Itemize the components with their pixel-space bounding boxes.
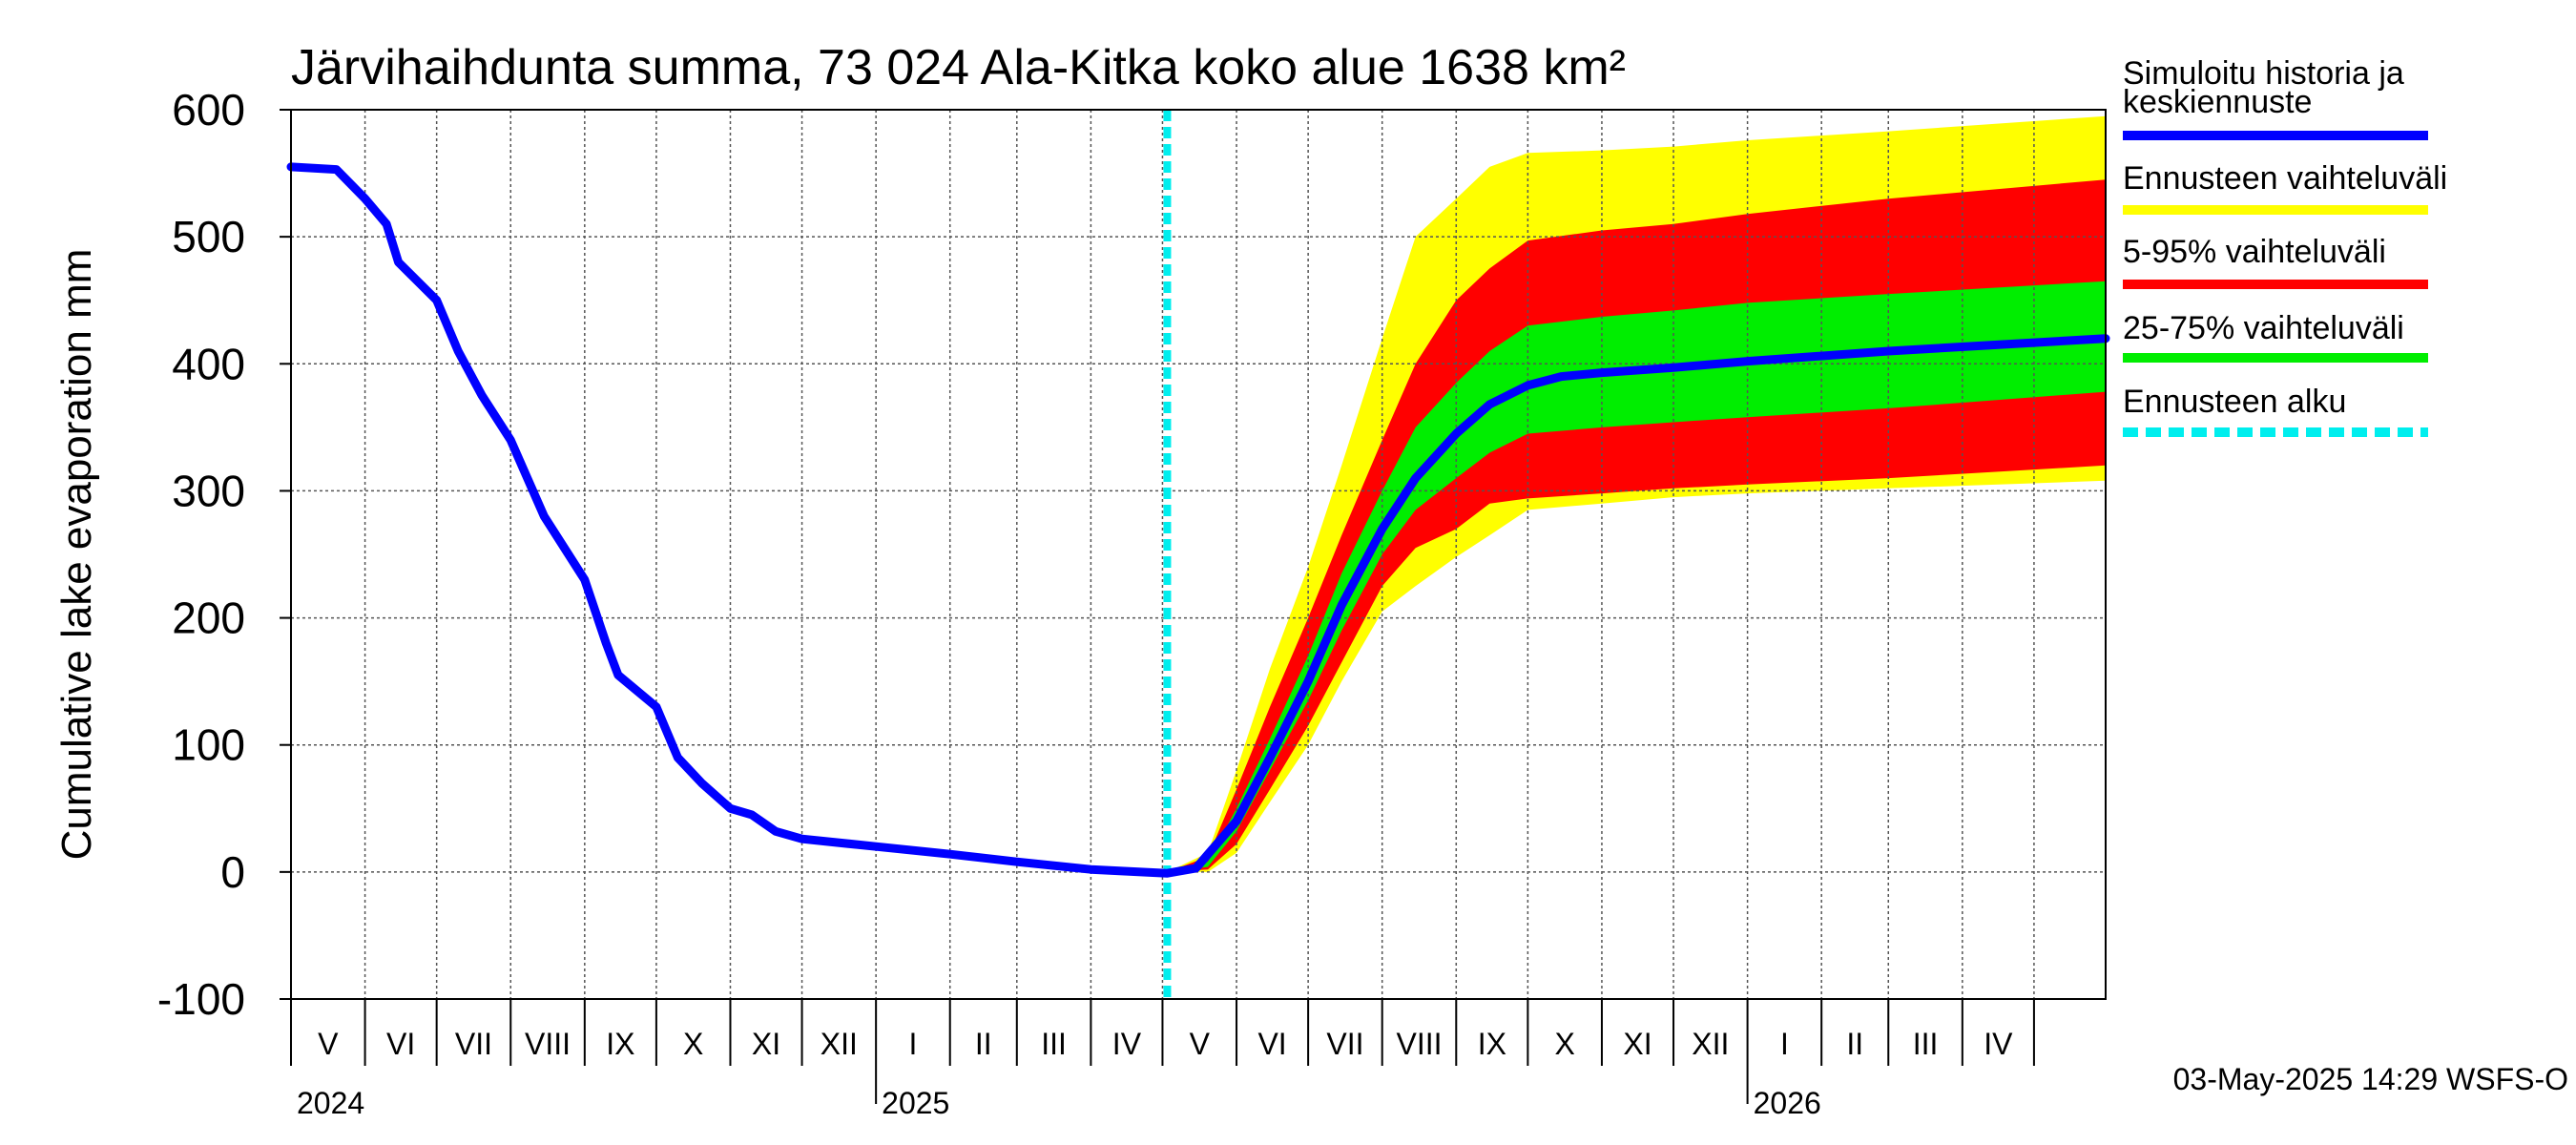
- y-tick-label: 200: [172, 593, 245, 643]
- y-tick-label: 0: [220, 847, 245, 897]
- x-month-label: I: [1780, 1027, 1789, 1061]
- x-year-label: 2024: [297, 1086, 364, 1120]
- x-month-label: X: [683, 1027, 703, 1061]
- y-tick-label: 100: [172, 720, 245, 770]
- axes: [280, 109, 2107, 1104]
- y-axis-label: Cumulative lake evaporation mm: [53, 249, 100, 861]
- x-month-label: XII: [1692, 1027, 1729, 1061]
- legend-label: 25-75% vaihteluväli: [2123, 310, 2404, 346]
- y-tick-label: 400: [172, 339, 245, 388]
- x-month-label: X: [1554, 1027, 1574, 1061]
- x-month-label: VI: [386, 1027, 415, 1061]
- chart-title: Järvihaihdunta summa, 73 024 Ala-Kitka k…: [291, 40, 1626, 95]
- x-month-label: XI: [1623, 1027, 1652, 1061]
- y-tick-label: 500: [172, 212, 245, 261]
- x-month-label: II: [975, 1027, 992, 1061]
- plot-frame: [290, 109, 2107, 1000]
- x-month-label: VIII: [525, 1027, 571, 1061]
- x-month-label: IV: [1112, 1027, 1142, 1061]
- x-month-label: V: [318, 1027, 339, 1061]
- x-month-label: V: [1190, 1027, 1211, 1061]
- legend-label: Ennusteen alku: [2123, 384, 2346, 420]
- x-month-label: IV: [1984, 1027, 2013, 1061]
- x-month-label: VI: [1257, 1027, 1286, 1061]
- x-month-label: IX: [1478, 1027, 1506, 1061]
- series-line-1: [286, 162, 2110, 878]
- x-year-label: 2026: [1754, 1086, 1821, 1120]
- x-month-label: VIII: [1396, 1027, 1442, 1061]
- x-month-label: III: [1913, 1027, 1939, 1061]
- series-lines: [286, 110, 2110, 999]
- x-month-label: XI: [752, 1027, 780, 1061]
- legend-label: Ennusteen vaihteluväli: [2123, 160, 2447, 197]
- x-month-label: XII: [821, 1027, 858, 1061]
- x-month-label: I: [908, 1027, 917, 1061]
- x-month-label: IX: [606, 1027, 634, 1061]
- legend-label-line2: keskiennuste: [2123, 84, 2312, 120]
- y-tick-label: 600: [172, 85, 245, 135]
- y-tick-label: -100: [157, 974, 245, 1024]
- x-month-label: III: [1041, 1027, 1067, 1061]
- x-year-label: 2025: [882, 1086, 949, 1120]
- legend-label: 5-95% vaihteluväli: [2123, 234, 2386, 270]
- x-month-label: VII: [455, 1027, 492, 1061]
- x-month-label: II: [1846, 1027, 1863, 1061]
- y-tick-label: 300: [172, 466, 245, 515]
- x-month-label: VII: [1326, 1027, 1363, 1061]
- legend-label-line1: Simuloitu historia ja: [2123, 55, 2404, 92]
- footer-timestamp: 03-May-2025 14:29 WSFS-O: [2173, 1062, 2568, 1096]
